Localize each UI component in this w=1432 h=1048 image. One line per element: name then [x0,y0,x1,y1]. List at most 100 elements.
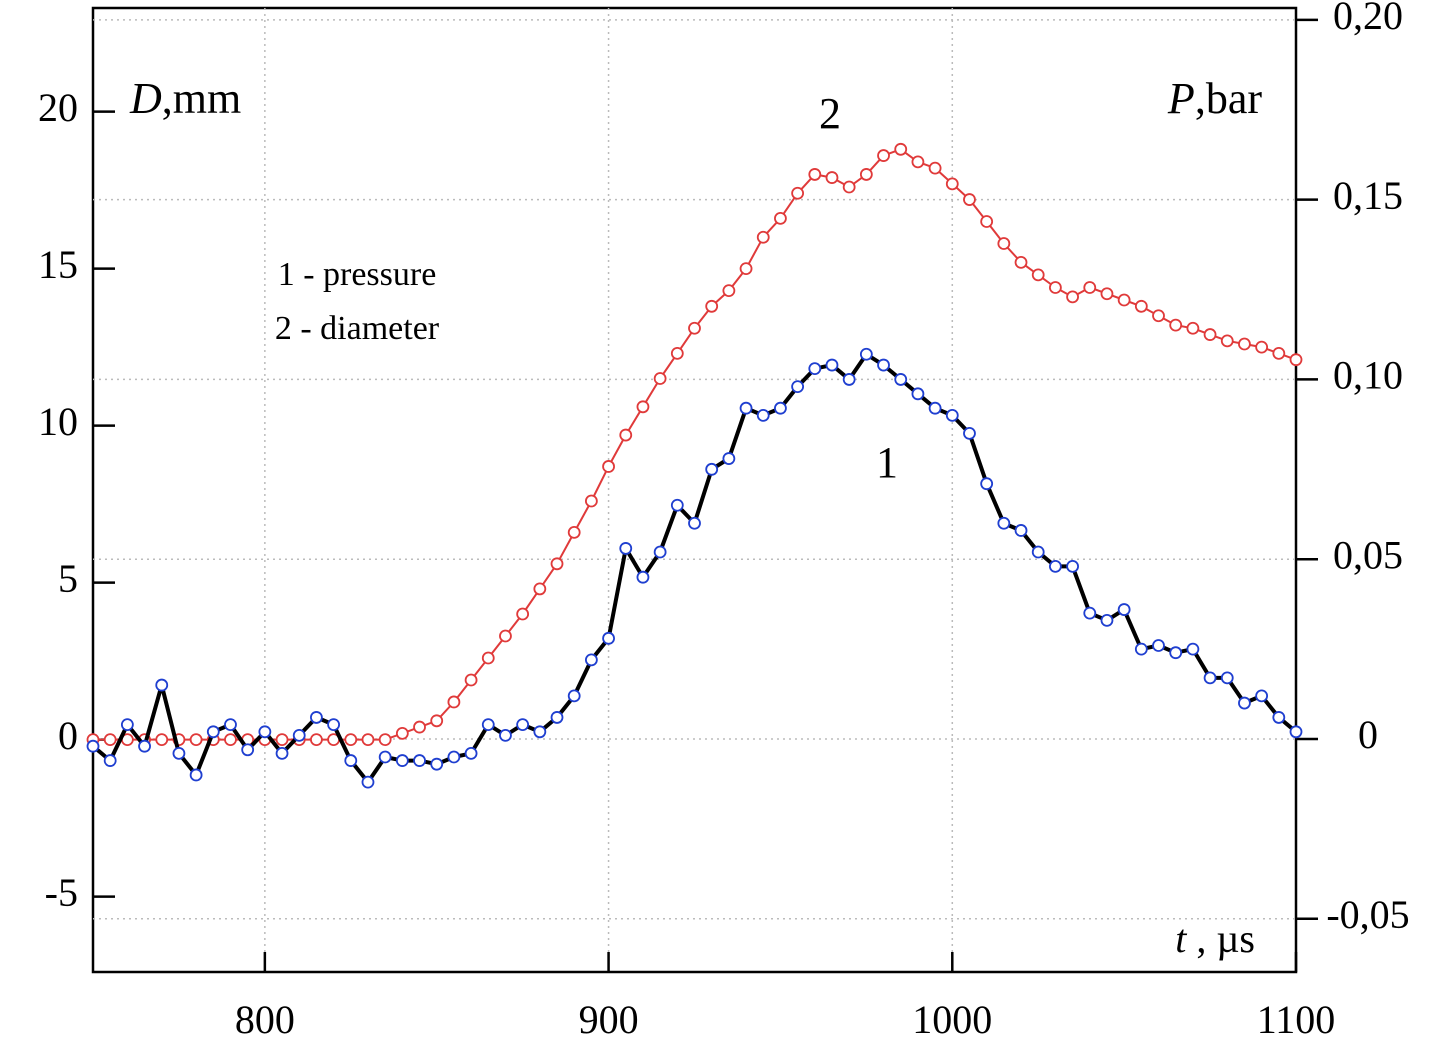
data-point [1186,642,1200,656]
data-point [430,714,444,728]
y2-tick-label: 0,05 [1333,532,1403,577]
data-point [963,426,976,440]
data-point [602,460,615,473]
data-point [241,743,255,757]
data-point [739,401,753,415]
data-point [275,746,289,760]
data-point [378,750,392,764]
data-point [808,168,822,181]
data-point [945,177,959,191]
data-point [1152,309,1165,323]
data-point [705,462,719,476]
data-point [1117,603,1131,616]
data-point [361,775,375,789]
data-point [1186,321,1200,335]
data-point [877,149,890,162]
data-point [808,362,822,376]
data-point [1083,606,1097,620]
data-point [481,651,495,665]
y2-tick-label: 0 [1358,712,1378,757]
annotation: 2 - diameter [275,310,440,347]
data-point [155,733,169,747]
series-line [93,148,1297,741]
data-point [963,193,976,206]
data-point [1289,353,1303,367]
data-point [447,750,461,764]
y-tick-label: 15 [38,242,78,287]
y-axis-label: D,mm [129,74,241,123]
data-point [980,215,994,228]
data-point [516,718,530,732]
data-point [567,525,581,539]
data-point [1014,524,1028,537]
data-point [774,401,787,415]
y-tick-label: -5 [45,870,78,915]
data-point [138,739,151,753]
data-point [567,689,581,703]
data-point [688,516,701,530]
data-point [1203,671,1217,685]
data-point [1066,560,1079,573]
data-point [997,516,1011,530]
data-point [224,718,237,732]
data-point [825,171,839,184]
data-point [722,452,736,465]
data-point [533,582,547,596]
data-point [550,557,564,571]
data-point [310,711,323,724]
data-point [86,739,100,753]
data-point [774,211,787,225]
y2-tick-label: 0,15 [1333,173,1403,218]
data-point [1117,293,1131,307]
data-point [619,542,633,555]
data-point [636,400,650,414]
y2-axis-label: P,bar [1167,74,1262,123]
y-tick-label: 0 [58,713,78,758]
data-point [584,494,598,508]
data-point [155,678,169,692]
annotation: 1 - pressure [278,256,437,293]
data-point [1169,318,1183,332]
data-point [791,186,805,200]
data-point [1255,340,1269,354]
data-point [1272,347,1286,360]
data-point [310,733,323,747]
data-point [980,477,994,491]
data-point [722,284,736,298]
data-point [344,733,358,747]
data-point [1100,287,1114,301]
data-point [447,695,461,709]
y-tick-label: 10 [38,399,78,444]
data-point [1169,646,1183,660]
data-point [911,387,925,401]
data-point [1031,545,1045,559]
x-axis-label: t , µs [1175,916,1255,961]
data-point [413,720,426,734]
data-point [1152,639,1165,652]
data-point [859,168,873,181]
data-point [602,631,615,645]
data-point [533,725,547,739]
data-point [670,498,684,512]
data-point [189,733,203,747]
data-point [756,408,770,422]
data-point [1220,334,1234,348]
data-point [1049,560,1062,573]
x-tick-label: 900 [579,997,639,1042]
data-point [894,142,908,156]
data-point [516,607,530,621]
data-point [653,545,667,559]
y2-tick-label: 0,10 [1333,353,1403,398]
data-point [842,373,856,386]
data-point [103,733,117,747]
data-point [430,757,444,771]
data-point [1134,299,1148,313]
data-point [1134,642,1148,656]
data-point [361,733,375,747]
data-point [1031,268,1045,282]
data-point [619,428,633,442]
data-point [378,733,392,747]
data-point [1100,613,1114,627]
y-tick-label: 5 [58,556,78,601]
